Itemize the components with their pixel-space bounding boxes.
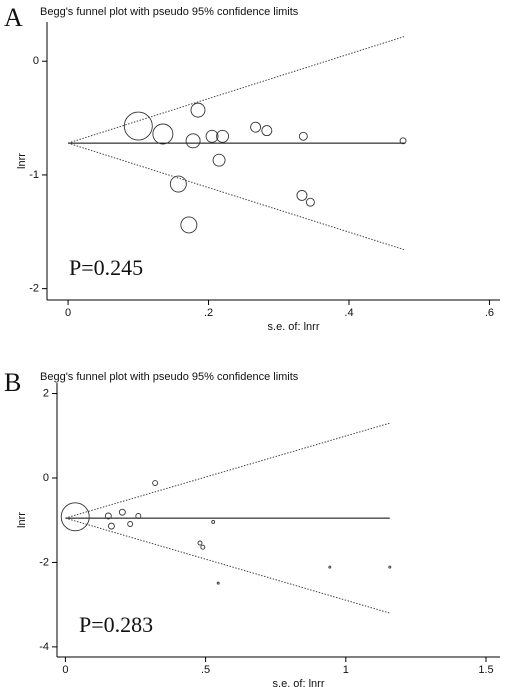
y-tick-label: -4 <box>39 641 49 653</box>
study-point <box>200 544 206 550</box>
x-tick-label: 0 <box>65 307 71 319</box>
x-tick-label: .6 <box>485 307 494 319</box>
study-point <box>261 125 273 137</box>
study-point <box>298 131 308 141</box>
chart-title: Begg's funnel plot with pseudo 95% confi… <box>40 6 299 18</box>
study-point <box>135 513 142 519</box>
study-point <box>123 111 153 141</box>
study-point <box>127 521 134 527</box>
p-value: P=0.245 <box>69 255 143 280</box>
study-point <box>104 512 112 520</box>
y-tick-label: -1 <box>29 169 39 181</box>
study-point <box>197 540 203 546</box>
y-axis-label: lnrr <box>16 153 28 169</box>
x-tick-label: 0 <box>62 664 68 676</box>
study-point <box>388 565 392 569</box>
study-point <box>180 216 198 234</box>
y-tick-label: -2 <box>39 556 49 568</box>
panel-label: B <box>4 368 21 397</box>
y-tick-label: 0 <box>43 472 49 484</box>
x-tick-label: 1.5 <box>478 664 493 676</box>
study-point <box>185 133 201 149</box>
chart-title: Begg's funnel plot with pseudo 95% confi… <box>40 371 299 383</box>
y-tick-label: 0 <box>33 55 39 67</box>
y-tick-label: -2 <box>29 283 39 295</box>
study-point <box>205 129 219 143</box>
x-axis-label: s.e. of: lnrr <box>273 678 325 687</box>
y-axis-label: lnrr <box>16 512 28 528</box>
study-point <box>250 121 262 133</box>
lower-limit <box>67 142 406 251</box>
study-point <box>305 197 315 207</box>
study-point <box>399 137 407 145</box>
study-point <box>190 102 206 118</box>
p-value: P=0.283 <box>79 612 153 637</box>
x-axis-label: s.e. of: lnrr <box>268 321 320 333</box>
upper-limit <box>65 422 390 519</box>
study-point <box>216 129 230 143</box>
lower-limit <box>65 517 390 614</box>
x-tick-label: .4 <box>344 307 353 319</box>
x-tick-label: .5 <box>201 664 210 676</box>
y-tick-label: 2 <box>43 387 49 399</box>
panel-label: A <box>4 3 23 32</box>
study-point <box>169 175 187 193</box>
study-point <box>328 565 332 569</box>
study-point <box>216 581 220 585</box>
study-point <box>152 123 174 145</box>
study-point <box>107 522 115 530</box>
study-point <box>118 508 126 516</box>
x-tick-label: .2 <box>204 307 213 319</box>
study-point <box>152 480 159 487</box>
upper-limit <box>67 35 406 144</box>
study-point <box>60 502 90 532</box>
study-point <box>211 519 216 524</box>
study-point <box>296 189 308 201</box>
x-tick-label: 1 <box>343 664 349 676</box>
study-point <box>212 153 226 167</box>
